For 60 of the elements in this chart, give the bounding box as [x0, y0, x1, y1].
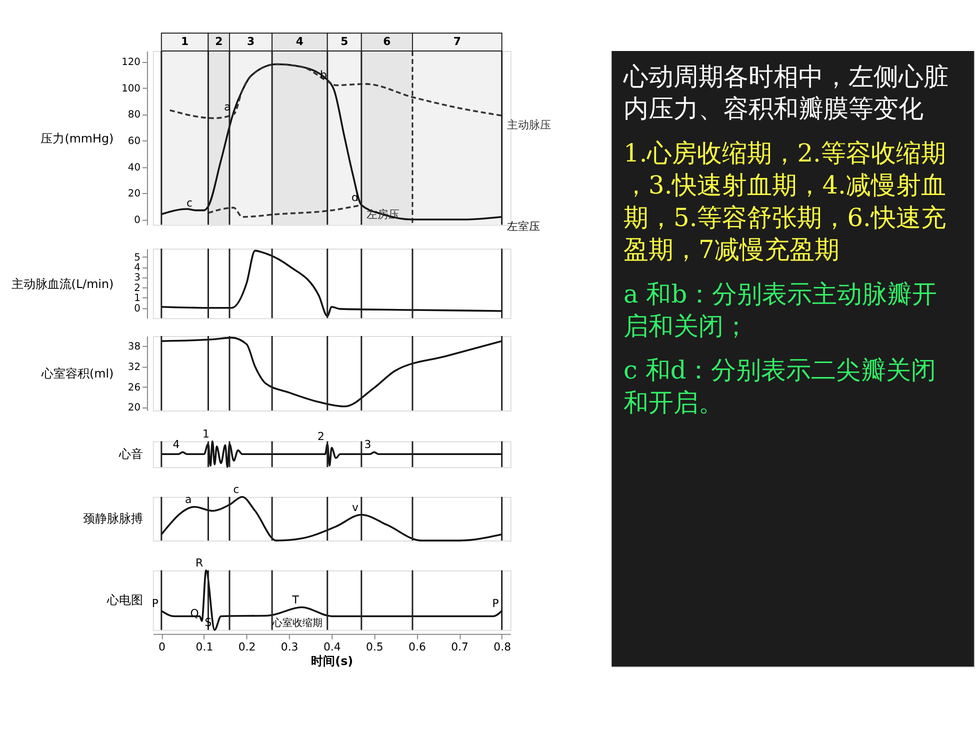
x-tick-label: 0.6: [408, 640, 426, 654]
y-tick-label: 120: [122, 57, 140, 68]
band-label: 7: [453, 35, 461, 48]
y-tick-label: 100: [122, 83, 140, 94]
x-tick-label: 0.8: [494, 640, 512, 654]
y-tick-label: 1: [134, 293, 140, 304]
band-label: 6: [383, 35, 391, 48]
annotation: 4: [172, 438, 180, 452]
text: c 和d：分别表示二尖瓣关闭和开启。: [624, 356, 936, 417]
annotation: P: [492, 596, 500, 610]
y-tick-label: 26: [128, 382, 140, 394]
x-tick-label: 0.3: [280, 640, 298, 654]
text: 心动周期各时相中，左侧心脏内压力、容积和瓣膜等变化: [622, 62, 949, 124]
y-axis-title: 心音: [118, 447, 143, 462]
annotation: 1: [202, 427, 210, 440]
annotation: R: [196, 556, 204, 570]
x-axis-title: 时间(s): [311, 654, 354, 668]
y-tick-label: 0: [134, 303, 140, 314]
x-tick-label: 0.2: [238, 640, 256, 654]
y-tick-label: 80: [128, 110, 140, 121]
band-label: 1: [181, 35, 189, 48]
y-tick-label: 0: [134, 215, 140, 226]
annotation: c: [186, 196, 192, 210]
y-tick-label: 2: [134, 282, 140, 294]
text: 1.心房收缩期，2.等容收缩期，3.快速射血期，4.减慢射血期，5.等容舒张期，6.快速充盈期，7减慢充盈期: [624, 138, 946, 264]
y-axis-title: 主动脉血流(L/min): [11, 276, 114, 291]
y-axis-title: 颈静脉脉搏: [82, 512, 143, 526]
y-tick-label: 3: [134, 272, 140, 284]
annotation: c: [233, 482, 240, 496]
series-label: 左室压: [506, 220, 540, 233]
text: a 和b：分别表示主动脉瓣开启和关闭；: [624, 279, 938, 341]
y-axis-title: 心室容积(ml): [40, 366, 114, 381]
x-tick-label: 0: [158, 640, 166, 654]
band-label: 4: [296, 35, 304, 48]
y-tick-label: 40: [128, 162, 140, 174]
x-tick-label: 0.1: [196, 640, 214, 654]
annotation: 3: [364, 438, 372, 452]
y-tick-label: 38: [128, 342, 140, 353]
annotation: a: [184, 492, 192, 506]
y-tick-label: 20: [128, 188, 140, 200]
annotation: d: [352, 191, 358, 204]
band-label: 5: [340, 35, 348, 48]
band-label: 3: [246, 35, 255, 48]
y-tick-label: 20: [128, 402, 140, 414]
y-tick-label: 60: [128, 136, 140, 148]
x-tick-label: 0.7: [451, 640, 468, 654]
y-tick-label: 4: [134, 262, 140, 274]
annotation: P: [152, 596, 159, 610]
annotation: 2: [317, 430, 324, 443]
annotation: T: [291, 593, 300, 606]
y-axis-title: 心电图: [106, 593, 143, 608]
y-axis-title: 压力(mmHg): [40, 131, 114, 146]
series-label: 主动脉压: [506, 118, 551, 132]
annotation: 心室收缩期: [272, 616, 323, 629]
annotation: v: [352, 500, 359, 514]
band-label: 2: [215, 35, 223, 48]
y-tick-label: 5: [134, 252, 140, 264]
x-tick-label: 0.4: [323, 640, 341, 654]
y-tick-label: 32: [128, 362, 140, 373]
x-tick-label: 0.5: [366, 640, 384, 654]
